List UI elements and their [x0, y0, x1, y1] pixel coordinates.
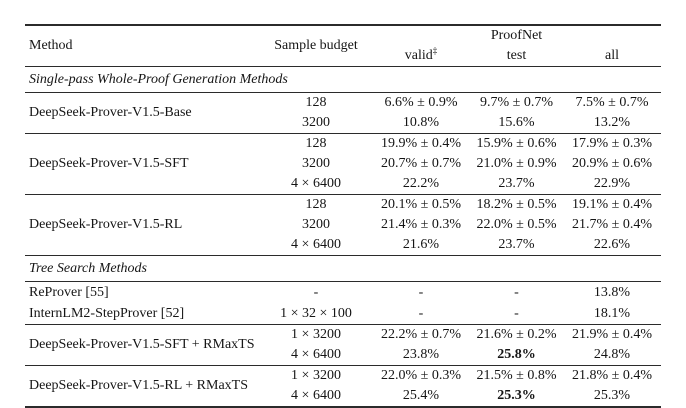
method-name: ReProver [55] — [29, 285, 109, 300]
table-header: Method Sample budget ProofNet valid‡ tes… — [25, 25, 662, 67]
cell-all: 22.9% — [593, 176, 631, 191]
cell-sample-budget: 1 × 3200 — [291, 327, 341, 342]
cell-all: 21.7% ± 0.4% — [572, 217, 653, 232]
cell-valid: 10.8% — [402, 115, 440, 130]
method-name: DeepSeek-Prover-V1.5-RL — [29, 217, 183, 232]
method-group-tree-search-baselines: ReProver [55] - - - 13.8% InternLM2-Step… — [25, 282, 662, 325]
cell-all: 13.2% — [593, 115, 631, 130]
cell-test: 15.9% ± 0.6% — [476, 136, 557, 151]
cell-test: - — [514, 285, 519, 300]
cell-sample-budget: 128 — [305, 197, 327, 212]
cell-test: 21.6% ± 0.2% — [476, 327, 557, 342]
cell-all: 22.6% — [593, 237, 631, 252]
cell-valid: 21.4% ± 0.3% — [380, 217, 461, 232]
cell-valid: 6.6% ± 0.9% — [384, 95, 458, 110]
col-header-method: Method — [29, 38, 73, 53]
cell-test: 21.5% ± 0.8% — [476, 368, 557, 383]
method-group-rl-rmaxts: DeepSeek-Prover-V1.5-RL + RMaxTS 1 × 320… — [25, 366, 662, 407]
cell-sample-budget: - — [313, 285, 319, 300]
cell-all: 7.5% ± 0.7% — [575, 95, 649, 110]
method-group-base: DeepSeek-Prover-V1.5-Base 128 6.6% ± 0.9… — [25, 93, 662, 134]
method-name: DeepSeek-Prover-V1.5-SFT — [29, 156, 189, 171]
cell-test-best: 25.3% — [497, 388, 536, 403]
cell-all: 20.9% ± 0.6% — [572, 156, 653, 171]
col-header-sample-budget: Sample budget — [274, 38, 358, 53]
cell-valid: 23.8% — [402, 347, 440, 362]
cell-sample-budget: 4 × 6400 — [291, 237, 341, 252]
cell-test: - — [514, 306, 519, 321]
cell-test: 23.7% — [498, 176, 535, 191]
col-header-test: test — [506, 48, 527, 63]
method-name: DeepSeek-Prover-V1.5-RL + RMaxTS — [29, 378, 248, 393]
cell-test: 23.7% — [498, 237, 535, 252]
cell-sample-budget: 3200 — [302, 217, 330, 232]
cell-all: 21.9% ± 0.4% — [572, 327, 653, 342]
cell-valid: - — [418, 285, 424, 300]
method-group-sft: DeepSeek-Prover-V1.5-SFT 128 19.9% ± 0.4… — [25, 134, 662, 195]
section-single-pass: Single-pass Whole-Proof Generation Metho… — [25, 67, 662, 93]
cell-sample-budget: 1 × 32 × 100 — [280, 306, 352, 321]
cell-sample-budget: 1 × 3200 — [291, 368, 341, 383]
cell-test: 15.6% — [498, 115, 535, 130]
cell-valid: 25.4% — [402, 388, 440, 403]
cell-all: 17.9% ± 0.3% — [572, 136, 653, 151]
method-group-sft-rmaxts: DeepSeek-Prover-V1.5-SFT + RMaxTS 1 × 32… — [25, 325, 662, 366]
method-name: DeepSeek-Prover-V1.5-SFT + RMaxTS — [29, 337, 255, 352]
cell-all: 19.1% ± 0.4% — [572, 197, 653, 212]
cell-all: 13.8% — [593, 285, 631, 300]
results-table: Method Sample budget ProofNet valid‡ tes… — [25, 24, 662, 408]
cell-valid: 21.6% — [402, 237, 440, 252]
cell-sample-budget: 128 — [305, 136, 327, 151]
cell-valid: - — [418, 306, 424, 321]
cell-test: 21.0% ± 0.9% — [476, 156, 557, 171]
cell-valid: 22.2% ± 0.7% — [380, 327, 461, 342]
cell-test: 9.7% ± 0.7% — [479, 95, 553, 110]
section-tree-search: Tree Search Methods — [25, 256, 662, 282]
cell-valid: 19.9% ± 0.4% — [380, 136, 461, 151]
cell-all: 25.3% — [593, 388, 631, 403]
cell-sample-budget: 4 × 6400 — [291, 388, 341, 403]
cell-all: 21.8% ± 0.4% — [572, 368, 653, 383]
cell-sample-budget: 3200 — [302, 115, 330, 130]
cell-sample-budget: 4 × 6400 — [291, 176, 341, 191]
cell-sample-budget: 3200 — [302, 156, 330, 171]
cell-sample-budget: 4 × 6400 — [291, 347, 341, 362]
cell-all: 18.1% — [593, 306, 631, 321]
cell-all: 24.8% — [593, 347, 631, 362]
cell-test: 18.2% ± 0.5% — [476, 197, 557, 212]
section-title: Tree Search Methods — [29, 261, 147, 276]
cell-valid: 22.0% ± 0.3% — [380, 368, 461, 383]
cell-valid: 22.2% — [402, 176, 440, 191]
valid-label: valid — [404, 48, 433, 63]
method-name: InternLM2-StepProver [52] — [29, 306, 185, 321]
cell-valid: 20.7% ± 0.7% — [380, 156, 461, 171]
method-name: DeepSeek-Prover-V1.5-Base — [29, 105, 192, 120]
double-dagger-superscript: ‡ — [432, 45, 438, 56]
cell-test-best: 25.8% — [497, 347, 536, 362]
col-header-proofnet: ProofNet — [490, 28, 543, 43]
cell-test: 22.0% ± 0.5% — [476, 217, 557, 232]
cell-sample-budget: 128 — [305, 95, 327, 110]
col-header-all: all — [605, 48, 620, 63]
method-group-rl: DeepSeek-Prover-V1.5-RL 128 20.1% ± 0.5%… — [25, 195, 662, 256]
col-header-valid: valid‡ — [372, 46, 470, 67]
cell-valid: 20.1% ± 0.5% — [380, 197, 461, 212]
section-title: Single-pass Whole-Proof Generation Metho… — [29, 72, 288, 87]
